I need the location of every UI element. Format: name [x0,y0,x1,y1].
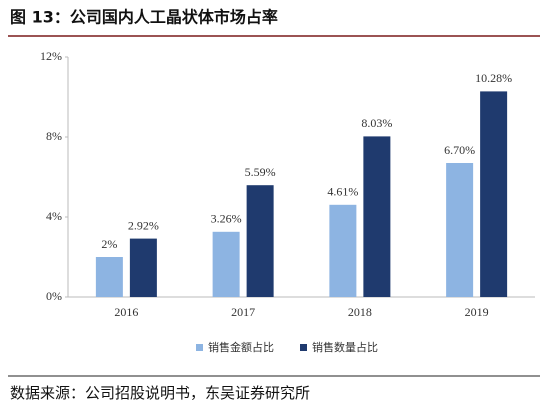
value-label: 4.61% [327,185,358,199]
chart-title: 图 13：公司国内人工晶状体市场占率 [10,8,278,27]
value-label: 8.03% [361,116,392,130]
x-tick-label: 2016 [114,305,138,319]
y-tick-label: 12% [40,49,62,63]
bar [329,204,357,297]
bar [212,231,240,297]
bar [129,238,157,297]
value-label: 3.26% [211,212,242,226]
source-note: 数据来源：公司招股说明书，东吴证券研究所 [10,384,310,402]
value-label: 5.59% [245,165,276,179]
legend-label: 销售金额占比 [208,340,274,354]
legend-label: 销售数量占比 [312,340,378,354]
x-tick-label: 2017 [231,305,255,319]
y-tick-label: 8% [46,129,62,143]
y-tick-label: 0% [46,289,62,303]
legend-swatch [300,344,307,351]
y-tick-label: 4% [46,209,62,223]
bar [246,185,274,297]
x-tick-label: 2019 [465,305,489,319]
bar [480,91,508,298]
value-label: 10.28% [475,71,512,85]
value-label: 2% [101,237,117,251]
value-label: 6.70% [444,143,475,157]
x-tick-label: 2018 [348,305,372,319]
value-label: 2.92% [128,218,159,232]
bar [363,136,391,297]
bar [446,163,474,297]
bar [95,257,123,297]
legend-swatch [196,344,203,351]
